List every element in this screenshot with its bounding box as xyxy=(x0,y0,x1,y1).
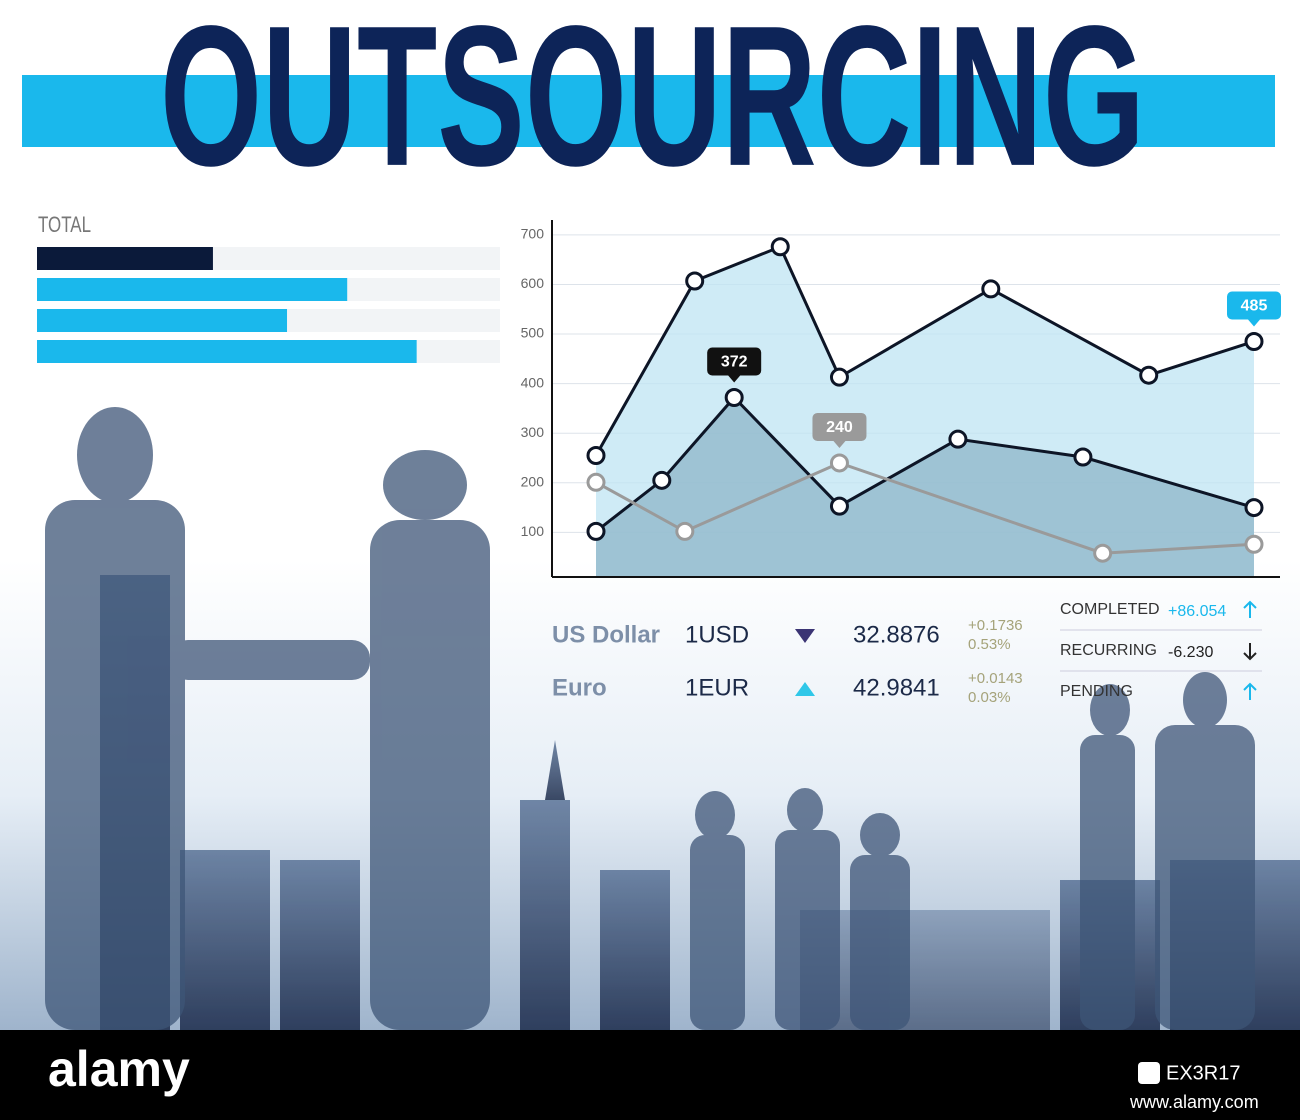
status-arrow xyxy=(1243,600,1257,618)
point xyxy=(685,271,705,291)
currency-change: +0.0143 xyxy=(968,670,1023,687)
bar xyxy=(37,309,288,332)
footer-bar xyxy=(0,1030,1300,1120)
currency-name: Euro xyxy=(552,674,607,701)
status-value: -6.230 xyxy=(1168,644,1213,661)
footer-brand: alamy xyxy=(48,1041,190,1097)
value-label-pointer xyxy=(728,375,741,383)
point xyxy=(675,521,695,541)
status-value: +86.054 xyxy=(1168,603,1226,620)
point xyxy=(1244,331,1264,351)
point xyxy=(1139,365,1159,385)
y-tick-label: 100 xyxy=(521,523,545,539)
status-arrow xyxy=(1243,643,1257,661)
trend-arrow xyxy=(795,682,815,696)
currency-name: US Dollar xyxy=(552,621,660,648)
point xyxy=(829,453,849,473)
value-label-bg xyxy=(812,412,867,441)
title-band xyxy=(22,75,1275,147)
point xyxy=(829,367,849,387)
point xyxy=(770,237,790,257)
totals-chart xyxy=(37,247,500,363)
point xyxy=(948,429,968,449)
line-chart: 100 200 300 400 500 600 700 485 372 240 xyxy=(521,220,1281,578)
value-label-bg xyxy=(1227,291,1281,320)
y-tick-label: 400 xyxy=(521,374,545,390)
currency-unit: 1USD xyxy=(685,621,749,648)
value-label: 240 xyxy=(826,419,853,436)
currency-unit: 1EUR xyxy=(685,674,749,701)
y-tick-label: 600 xyxy=(521,275,545,291)
value-label-pointer xyxy=(833,440,846,448)
totals-label: TOTAL xyxy=(38,212,91,237)
y-tick-label: 500 xyxy=(521,325,545,341)
point xyxy=(586,472,606,492)
point xyxy=(586,521,606,541)
bar xyxy=(37,278,348,301)
status-arrow xyxy=(1243,682,1257,700)
title: OUTSOURCING xyxy=(160,0,1145,208)
currency-table: US Dollar 1USD 32.8876 +0.1736 0.53% Euro 1EUR… xyxy=(552,617,1023,706)
point xyxy=(1073,447,1093,467)
status-list: COMPLETED +86.054 RECURRING -6.230 PENDING xyxy=(1060,600,1262,700)
status-label: PENDING xyxy=(1060,683,1133,700)
point xyxy=(1244,534,1264,554)
footer-logo xyxy=(1138,1062,1160,1084)
point xyxy=(724,388,744,408)
status-label: RECURRING xyxy=(1060,642,1157,659)
footer-image-id: EX3R17 xyxy=(1166,1062,1241,1084)
status-label: COMPLETED xyxy=(1060,601,1160,618)
bar xyxy=(37,340,417,363)
y-tick-label: 700 xyxy=(521,226,545,242)
footer-url: www.alamy.com xyxy=(1129,1092,1259,1112)
bar xyxy=(37,247,213,270)
value-label: 372 xyxy=(721,354,748,371)
y-tick-label: 300 xyxy=(521,424,545,440)
currency-change: +0.1736 xyxy=(968,617,1023,634)
currency-percent: 0.53% xyxy=(968,636,1011,653)
point xyxy=(981,279,1001,299)
series-area xyxy=(596,397,1254,577)
point xyxy=(1244,498,1264,518)
value-label: 485 xyxy=(1241,298,1268,315)
value-label-pointer xyxy=(1248,319,1260,327)
point xyxy=(586,446,606,466)
value-label-bg xyxy=(707,347,762,376)
currency-rate: 32.8876 xyxy=(853,621,940,648)
point xyxy=(652,470,672,490)
point xyxy=(1093,543,1113,563)
point xyxy=(829,496,849,516)
trend-arrow xyxy=(795,629,815,643)
y-tick-label: 200 xyxy=(521,473,545,489)
currency-percent: 0.03% xyxy=(968,689,1011,706)
silhouettes xyxy=(45,407,1255,1030)
currency-rate: 42.9841 xyxy=(853,674,940,701)
